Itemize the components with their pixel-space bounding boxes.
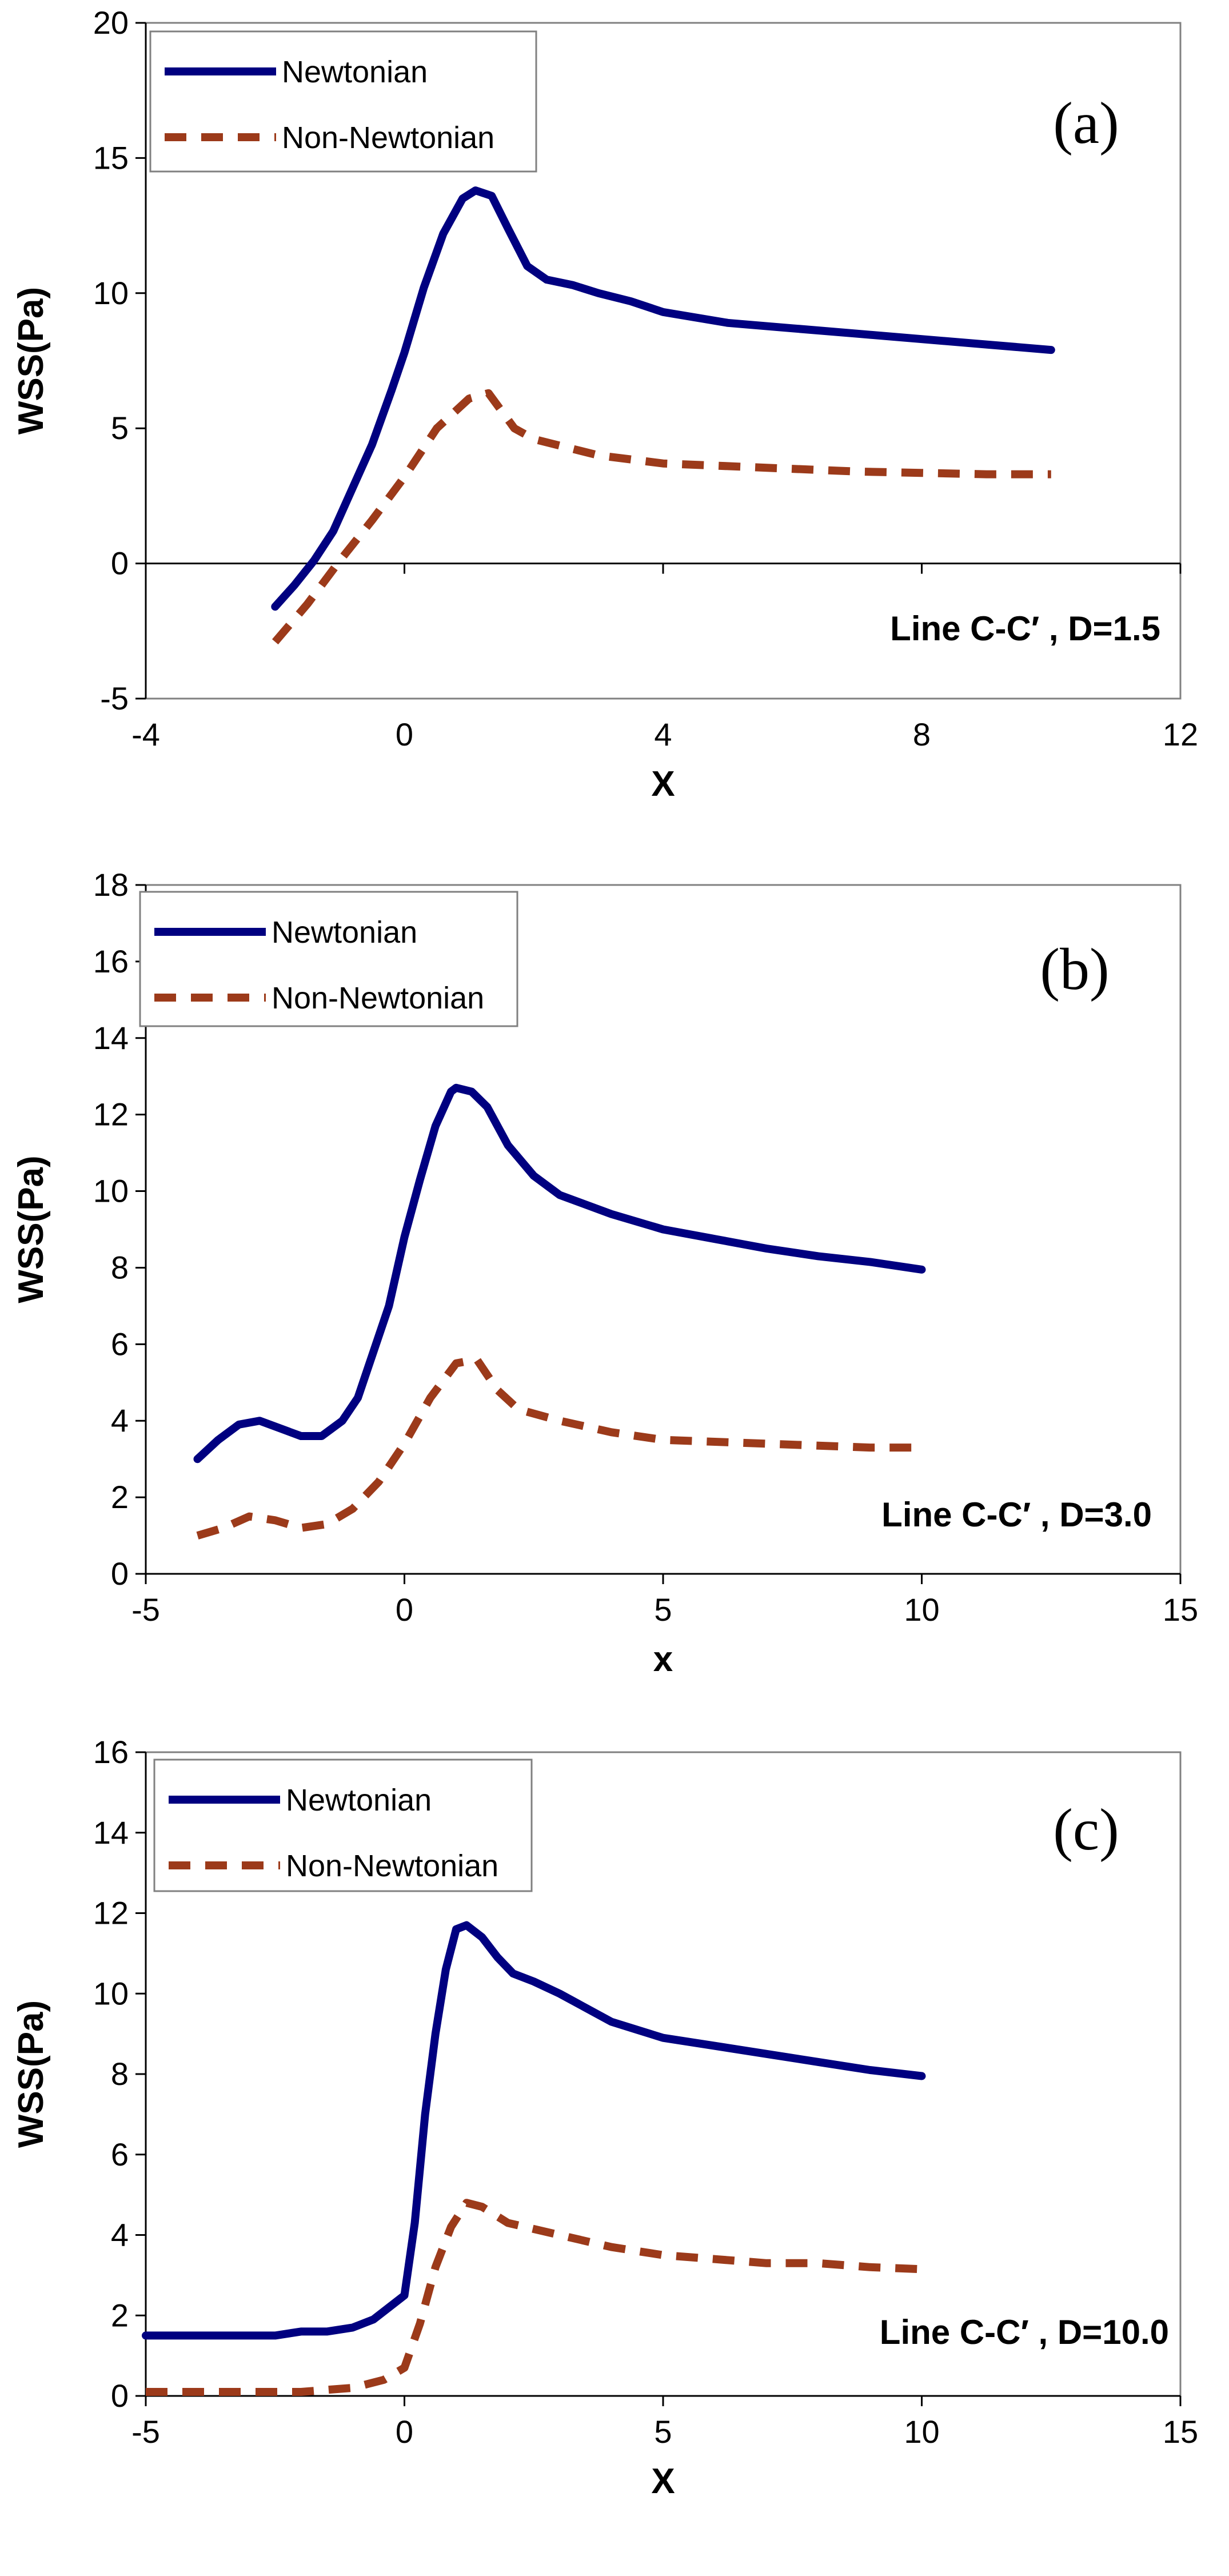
legend-label: Non-Newtonian	[272, 981, 484, 1015]
y-tick-label: 4	[111, 1402, 129, 1438]
annotation-label: Line C-C′ , D=3.0	[881, 1496, 1152, 1534]
y-tick-label: 10	[93, 1173, 129, 1209]
y-tick-label: 0	[111, 2378, 129, 2414]
x-tick-label: 10	[904, 2414, 939, 2450]
y-tick-label: 0	[111, 1556, 129, 1592]
legend: Newtonian Non-Newtonian	[149, 30, 537, 173]
x-tick-label: 5	[654, 1592, 672, 1628]
y-tick-label: 14	[93, 1020, 129, 1056]
x-tick-label: 0	[396, 2414, 413, 2450]
x-axis-label: x	[653, 1640, 673, 1679]
legend-label: Newtonian	[272, 915, 417, 950]
panel-label: (a)	[1053, 90, 1119, 156]
y-tick-label: 20	[93, 5, 129, 41]
x-tick-label: 15	[1163, 2414, 1198, 2450]
series-line-newtonian	[142, 1921, 926, 2340]
series-line-newtonian	[193, 1083, 926, 1464]
y-axis-label: WSS(Pa)	[11, 2000, 51, 2148]
series-line-non-newtonian	[196, 1355, 922, 1540]
x-tick-label: 12	[1163, 716, 1198, 752]
x-tick-label: 10	[904, 1592, 939, 1628]
legend-label: Non-Newtonian	[286, 1849, 498, 1883]
annotation-label: Line C-C′ , D=1.5	[890, 609, 1160, 648]
y-tick-label: 8	[111, 1249, 129, 1285]
y-tick-label: 5	[111, 410, 129, 446]
panel-label: (b)	[1040, 936, 1109, 1002]
legend-label: Non-Newtonian	[282, 121, 494, 155]
y-tick-label: 15	[93, 139, 129, 176]
y-tick-label: 0	[111, 545, 129, 581]
legend-box	[139, 891, 518, 1027]
chart-panel-1: -5 0 5 10 15 20 -4 0 4 8 12 X WSS(Pa) Newtonian Non-Ne…	[11, 5, 1198, 804]
x-tick-label: 8	[913, 716, 931, 752]
y-axis-label: WSS(Pa)	[11, 1155, 51, 1303]
y-tick-label: 8	[111, 2056, 129, 2092]
y-tick-label: 16	[93, 943, 129, 979]
y-tick-label: 18	[93, 867, 129, 903]
x-tick-label: -5	[131, 2414, 160, 2450]
y-tick-label: 6	[111, 2136, 129, 2172]
y-tick-label: 14	[93, 1815, 129, 1851]
y-tick-label: 2	[111, 2297, 129, 2333]
y-tick-label: 12	[93, 1895, 129, 1931]
y-tick-label: 10	[93, 275, 129, 311]
x-axis-label: X	[651, 764, 675, 804]
y-tick-label: 10	[93, 1975, 129, 2011]
legend-label: Newtonian	[286, 1783, 432, 1817]
legend-label: Newtonian	[282, 55, 428, 89]
x-tick-label: -5	[131, 1592, 160, 1628]
legend-box	[149, 30, 537, 173]
legend: Newtonian Non-Newtonian	[139, 891, 518, 1027]
series-line-newtonian	[271, 186, 1055, 611]
annotation-label: Line C-C′ , D=10.0	[880, 2313, 1169, 2351]
x-axis-label: X	[651, 2462, 675, 2501]
x-tick-label: 0	[396, 1592, 413, 1628]
y-tick-label: 6	[111, 1326, 129, 1362]
y-tick-label: 4	[111, 2217, 129, 2253]
panel-label: (c)	[1053, 1797, 1119, 1863]
x-tick-label: -4	[131, 716, 160, 752]
x-tick-label: 4	[654, 716, 672, 752]
x-tick-label: 0	[396, 716, 413, 752]
y-tick-label: 16	[93, 1734, 129, 1770]
series-line-non-newtonian	[272, 389, 1051, 645]
x-tick-label: 15	[1163, 1592, 1198, 1628]
y-axis-label: WSS(Pa)	[11, 287, 51, 434]
series-line-non-newtonian	[146, 2199, 922, 2396]
y-tick-label: 12	[93, 1096, 129, 1133]
legend: Newtonian Non-Newtonian	[153, 1758, 533, 1892]
y-tick-label: 2	[111, 1479, 129, 1515]
x-tick-label: 5	[654, 2414, 672, 2450]
y-tick-label: -5	[100, 680, 129, 716]
